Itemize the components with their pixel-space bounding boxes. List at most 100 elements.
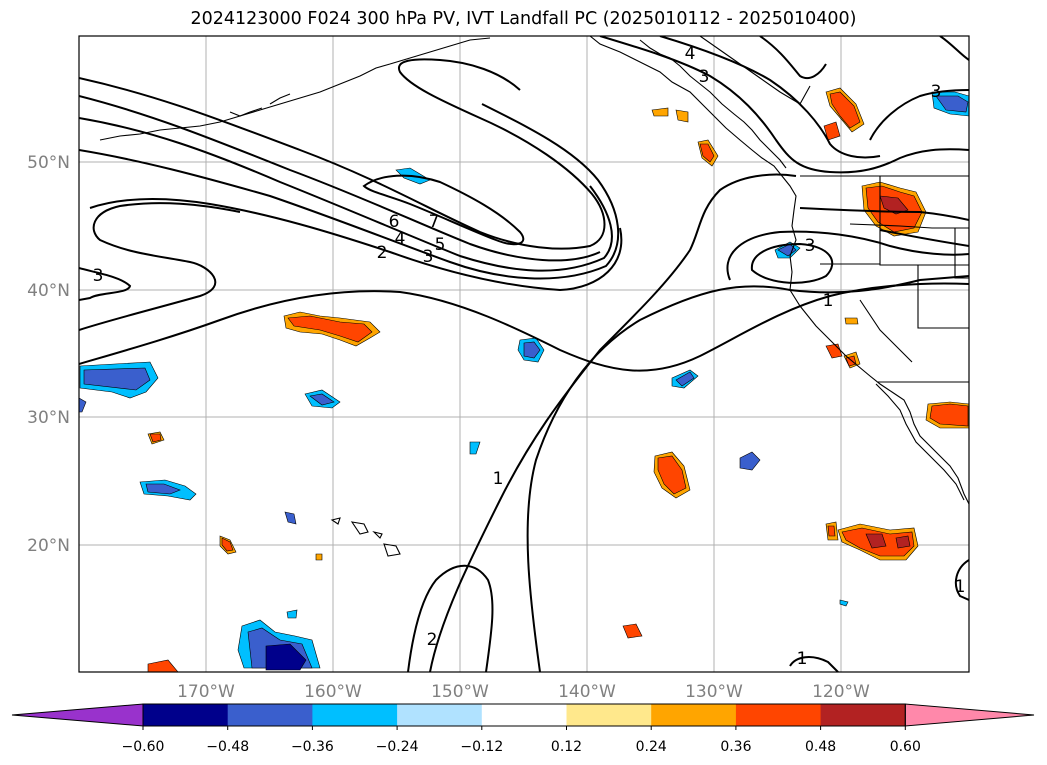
contour-label: 4	[395, 229, 406, 249]
colorbar-tick-label: 0.12	[551, 739, 582, 755]
positive-anomaly	[675, 109, 689, 123]
island-group	[229, 93, 291, 117]
colorado-river	[859, 299, 913, 363]
colorbar-outline	[142, 703, 906, 727]
pv-contour	[726, 230, 969, 281]
negative-anomaly	[265, 643, 307, 671]
colorbar-tick-label: −0.48	[206, 739, 249, 755]
colorbar-tick-label: −0.36	[291, 739, 334, 755]
pv-contour	[526, 275, 969, 672]
colorbar-tick-label: 0.60	[890, 739, 921, 755]
colorbar-segment	[481, 704, 567, 726]
north-america-coastline	[589, 36, 969, 505]
pv-contour	[79, 58, 606, 250]
contour-label: 2	[427, 630, 438, 650]
negative-anomaly	[675, 371, 695, 387]
pv-contour	[799, 207, 969, 221]
contour-label: 2	[377, 243, 388, 263]
positive-anomaly	[823, 121, 841, 141]
ivt-shading	[79, 87, 969, 672]
positive-anomaly	[315, 553, 323, 561]
contour-label: 1	[955, 577, 966, 597]
small-box-east	[954, 227, 969, 279]
longitude-labels: 170°W 160°W 150°W 140°W 130°W 120°W	[177, 682, 870, 702]
colorbar-tick-label: 0.36	[720, 739, 751, 755]
colorbar-tick-label: 0.24	[636, 739, 667, 755]
pv-contour	[789, 656, 839, 672]
latitude-labels: 50°N 40°N 30°N 20°N	[27, 153, 70, 556]
negative-anomaly	[935, 95, 969, 113]
lon-label: 120°W	[812, 682, 870, 702]
pv-contour	[599, 36, 969, 174]
pv-contour	[89, 198, 623, 292]
contour-label: 3	[699, 67, 710, 87]
colorbar-extend-max	[904, 703, 1035, 727]
colorbar-tick-label: −0.60	[122, 739, 165, 755]
negative-anomaly	[739, 451, 761, 471]
pv-contour	[939, 36, 969, 61]
colorbar-segment	[566, 704, 652, 726]
contour-label: 3	[805, 236, 816, 256]
negative-anomaly	[83, 367, 151, 391]
pv-contour	[750, 242, 834, 284]
colorbar-segment	[143, 704, 229, 726]
contour-labels: 6 7 4 5 2 3 3 3 1 4 3 3 1 2 1 1	[93, 44, 966, 669]
positive-anomaly	[149, 433, 162, 443]
aleutian-islands	[99, 63, 391, 141]
pv-contour	[429, 173, 797, 672]
pv-contour	[362, 174, 525, 246]
positive-anomaly	[657, 455, 687, 495]
colorbar-tick-label: 0.48	[805, 739, 836, 755]
colorbar-tick-label: −0.24	[376, 739, 419, 755]
positive-anomaly	[651, 107, 669, 117]
positive-anomaly	[929, 403, 969, 427]
pv-contour	[79, 282, 969, 372]
lon-label: 130°W	[685, 682, 743, 702]
lat-label: 30°N	[27, 408, 70, 428]
contour-label: 3	[931, 82, 942, 102]
positive-anomaly	[221, 537, 234, 552]
pv-contour	[954, 559, 969, 601]
pv-contour	[79, 95, 601, 262]
contour-label: 6	[389, 212, 400, 232]
contour-label: 3	[93, 266, 104, 286]
hawaii-islands	[330, 517, 401, 557]
positive-anomaly	[147, 659, 179, 672]
positive-anomaly	[699, 143, 715, 163]
negative-anomaly	[79, 397, 87, 413]
colorbar-segment	[397, 704, 483, 726]
positive-anomaly	[829, 91, 861, 129]
lat-label: 20°N	[27, 536, 70, 556]
negative-anomaly	[284, 511, 297, 525]
positive-anomaly	[844, 317, 859, 325]
lat-label: 50°N	[27, 153, 70, 173]
contour-label: 4	[685, 44, 696, 64]
map-frame	[78, 35, 970, 673]
lon-label: 150°W	[431, 682, 489, 702]
contour-label: 1	[823, 291, 834, 311]
colorbar-segment	[735, 704, 822, 726]
negative-anomaly	[309, 393, 335, 406]
negative-anomaly	[469, 441, 481, 455]
lon-label: 170°W	[177, 682, 235, 702]
contour-label: 3	[423, 247, 434, 267]
pv-contour	[79, 202, 241, 331]
baja-coastline	[875, 383, 965, 501]
map-title: 2024123000 F024 300 hPa PV, IVT Landfall…	[190, 9, 857, 29]
negative-anomaly	[286, 609, 298, 619]
pv-contour	[879, 229, 969, 247]
pv-contour	[407, 564, 494, 672]
colorbar-tick-label: −0.12	[460, 739, 503, 755]
pv-contours	[79, 36, 969, 672]
colorbar-segment	[820, 704, 906, 726]
colorbar-segment	[312, 704, 398, 726]
contour-label: 1	[797, 649, 808, 669]
pv-contour	[79, 103, 620, 280]
pv-contour	[869, 89, 969, 141]
colorbar: −0.60 −0.48 −0.36 −0.24 −0.12 0.12 0.24 0.36 0.4…	[11, 703, 1035, 755]
negative-anomaly	[839, 599, 849, 607]
positive-anomaly	[622, 623, 643, 639]
pv-contour	[659, 36, 881, 159]
positive-anomaly	[865, 533, 887, 549]
colorbar-extend-min	[11, 703, 144, 727]
